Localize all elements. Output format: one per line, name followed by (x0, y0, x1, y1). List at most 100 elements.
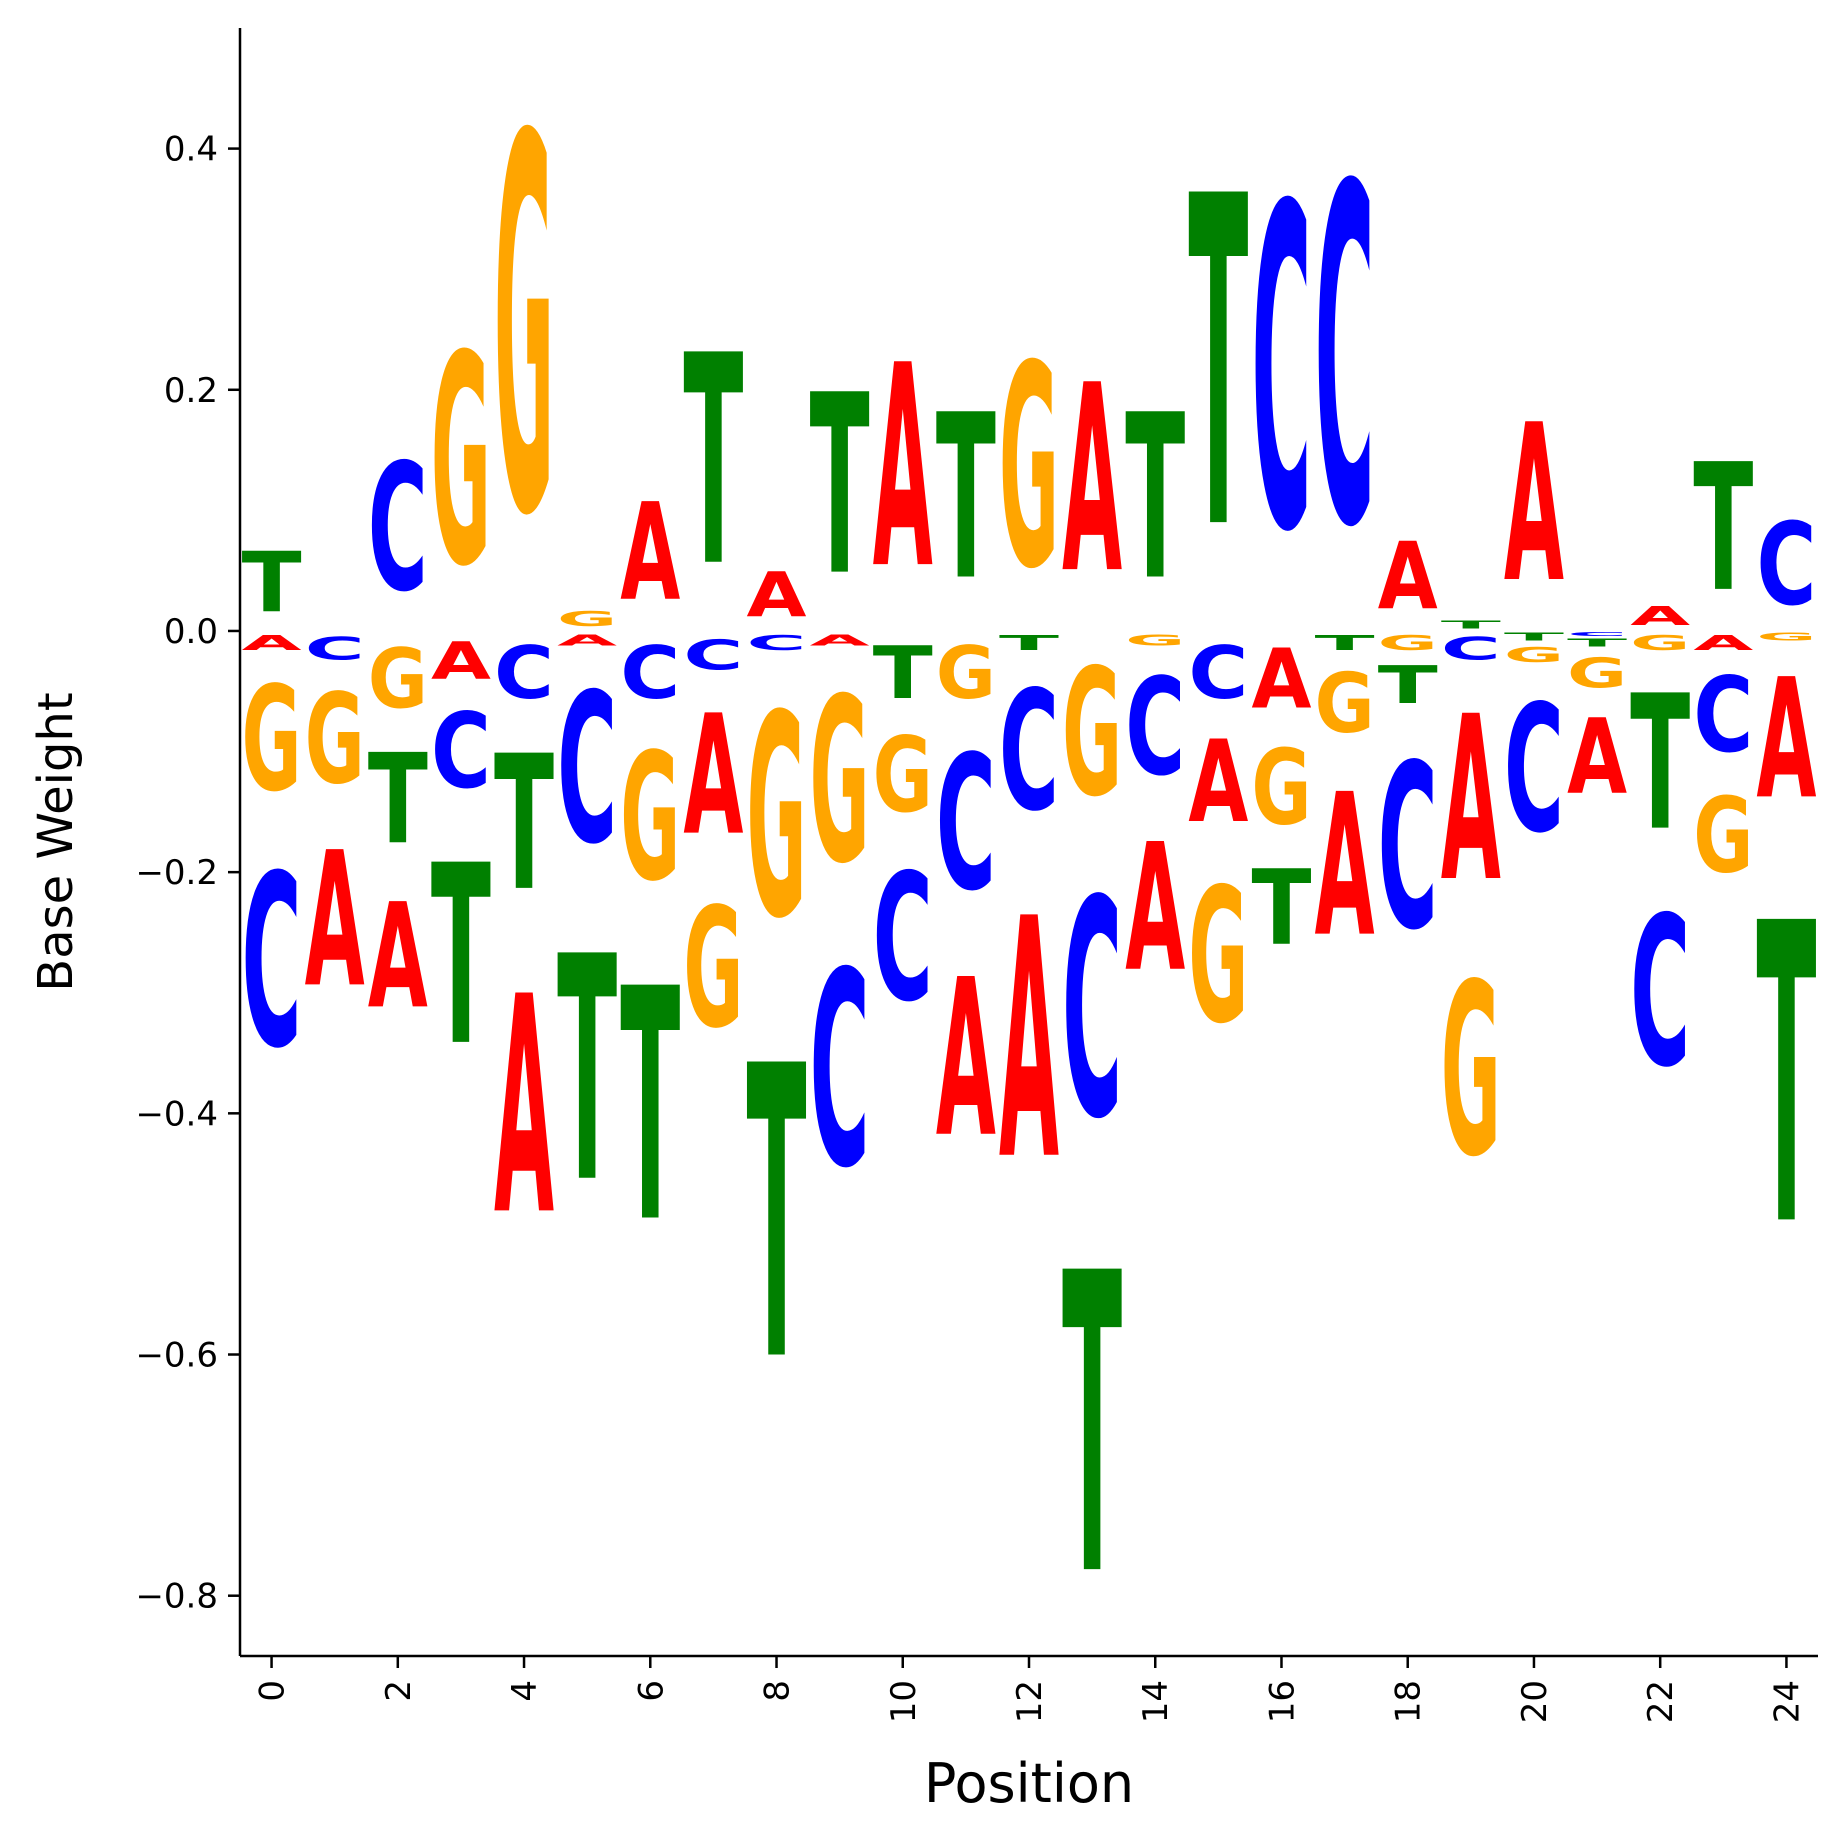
logo-letter-A: A (1188, 716, 1248, 848)
logo-letter-G: G (1630, 631, 1690, 655)
logo-letter-C: C (999, 655, 1059, 848)
logo-letter-G: G (1567, 649, 1627, 697)
logo-letter-C: C (683, 632, 743, 680)
y-tick-label: 0.0 (164, 612, 218, 652)
logo-letter-C: C (1315, 89, 1375, 629)
logo-letter-A: A (1251, 631, 1311, 727)
logo-letter-T: T (1504, 631, 1564, 643)
logo-letter-A: A (999, 851, 1059, 1234)
logo-letter-T: T (1441, 619, 1501, 631)
logo-letter-C: C (1630, 872, 1690, 1113)
logo-letter-C: C (1062, 837, 1122, 1185)
logo-letter-T: T (683, 295, 743, 631)
logo-letter-G: G (1378, 631, 1438, 655)
logo-letter-C: C (494, 632, 554, 716)
logo-letter-C: C (242, 824, 302, 1101)
logo-letter-C: C (747, 631, 807, 655)
y-tick-label: −0.2 (135, 853, 218, 893)
logo-letter-G: G (305, 668, 365, 812)
logo-letter-G: G (1188, 850, 1248, 1066)
logo-letter-C: C (368, 427, 428, 631)
logo-letter-T: T (1567, 637, 1627, 649)
logo-letter-A: A (936, 934, 996, 1186)
y-tick-label: −0.6 (135, 1336, 218, 1376)
logo-letter-A: A (1062, 329, 1122, 630)
logo-letter-C: C (557, 649, 617, 890)
logo-letter-A: A (1315, 754, 1375, 982)
x-tick-label: 14 (1136, 1680, 1176, 1723)
logo-letter-A: A (683, 680, 743, 872)
logo-letter-G: G (747, 655, 807, 979)
logo-letters: TAGCCGACGTAGACTGCTAGACTACGTTCAGACGTTAGCA… (242, 28, 1817, 1667)
logo-letter-T: T (557, 891, 617, 1251)
logo-letter-T: T (1378, 655, 1438, 715)
logo-letter-A: A (1441, 668, 1501, 932)
logo-letter-G: G (1756, 631, 1816, 643)
logo-letter-T: T (873, 631, 933, 715)
logo-letter-A: A (1756, 644, 1816, 836)
logo-letter-T: T (1062, 1187, 1122, 1667)
logo-letter-A: A (1125, 806, 1185, 1010)
x-tick-label: 2 (379, 1680, 419, 1702)
y-axis-ticks: −0.8 −0.6 −0.4 −0.2 0.0 0.2 0.4 (135, 130, 240, 1617)
logo-letter-C: C (810, 915, 870, 1227)
logo-letter-A: A (1693, 631, 1753, 655)
logo-letter-G: G (620, 715, 680, 920)
logo-letter-A: A (557, 631, 617, 649)
logo-letter-T: T (368, 728, 428, 872)
logo-letter-T: T (1756, 838, 1816, 1318)
logo-letter-C: C (1441, 631, 1501, 667)
x-tick-label: 24 (1767, 1680, 1807, 1723)
logo-letter-T: T (431, 813, 491, 1101)
logo-letter-T: T (936, 366, 996, 631)
logo-letter-G: G (368, 632, 428, 727)
logo-letter-A: A (368, 874, 428, 1041)
logo-letter-C: C (431, 692, 491, 812)
logo-letter-A: A (431, 631, 491, 691)
logo-letter-G: G (1125, 631, 1185, 649)
logo-letter-G: G (936, 632, 996, 715)
logo-letter-A: A (620, 474, 680, 631)
x-tick-label: 12 (1010, 1680, 1050, 1723)
logo-letter-A: A (810, 631, 870, 649)
logo-letter-T: T (999, 631, 1060, 655)
logo-letter-G: G (873, 717, 933, 837)
logo-letter-T: T (1630, 656, 1690, 872)
logo-letter-G: G (1315, 657, 1375, 752)
x-axis-ticks: 0 2 4 6 8 10 12 14 16 18 20 22 24 (253, 1656, 1807, 1723)
logo-letter-G: G (1693, 777, 1753, 897)
logo-letter-C: C (1756, 499, 1816, 631)
y-tick-label: 0.2 (164, 371, 218, 411)
x-tick-label: 4 (505, 1680, 545, 1702)
x-tick-label: 18 (1389, 1680, 1429, 1723)
logo-letter-G: G (557, 607, 617, 631)
logo-letter-G: G (1062, 631, 1122, 836)
logo-letter-T: T (810, 342, 870, 630)
logo-letter-A: A (747, 559, 807, 631)
logo-letter-C: C (873, 837, 933, 1041)
logo-letter-T: T (1125, 366, 1185, 631)
logo-letter-G: G (1504, 643, 1564, 667)
logo-letter-T: T (1251, 848, 1311, 969)
logo-letter-G: G (494, 28, 554, 629)
y-tick-label: 0.4 (164, 130, 218, 170)
logo-letter-C: C (936, 716, 996, 932)
logo-letter-C: C (620, 632, 680, 716)
x-tick-label: 0 (253, 1680, 293, 1702)
logo-letter-C: C (305, 631, 365, 667)
logo-letter-G: G (1251, 729, 1311, 849)
x-tick-label: 16 (1262, 1680, 1302, 1723)
logo-letter-G: G (431, 294, 491, 630)
x-axis-label: Position (924, 1752, 1134, 1815)
logo-letter-T: T (620, 922, 680, 1294)
y-axis-label: Base Weight (28, 692, 84, 991)
y-tick-label: −0.8 (135, 1577, 218, 1617)
logo-letter-C: C (1188, 632, 1248, 716)
logo-letter-G: G (683, 874, 743, 1065)
logo-letter-T: T (242, 536, 302, 632)
logo-letter-T: T (494, 717, 554, 933)
y-tick-label: −0.4 (135, 1094, 218, 1134)
logo-letter-T: T (1188, 103, 1248, 631)
x-tick-label: 22 (1641, 1680, 1681, 1723)
